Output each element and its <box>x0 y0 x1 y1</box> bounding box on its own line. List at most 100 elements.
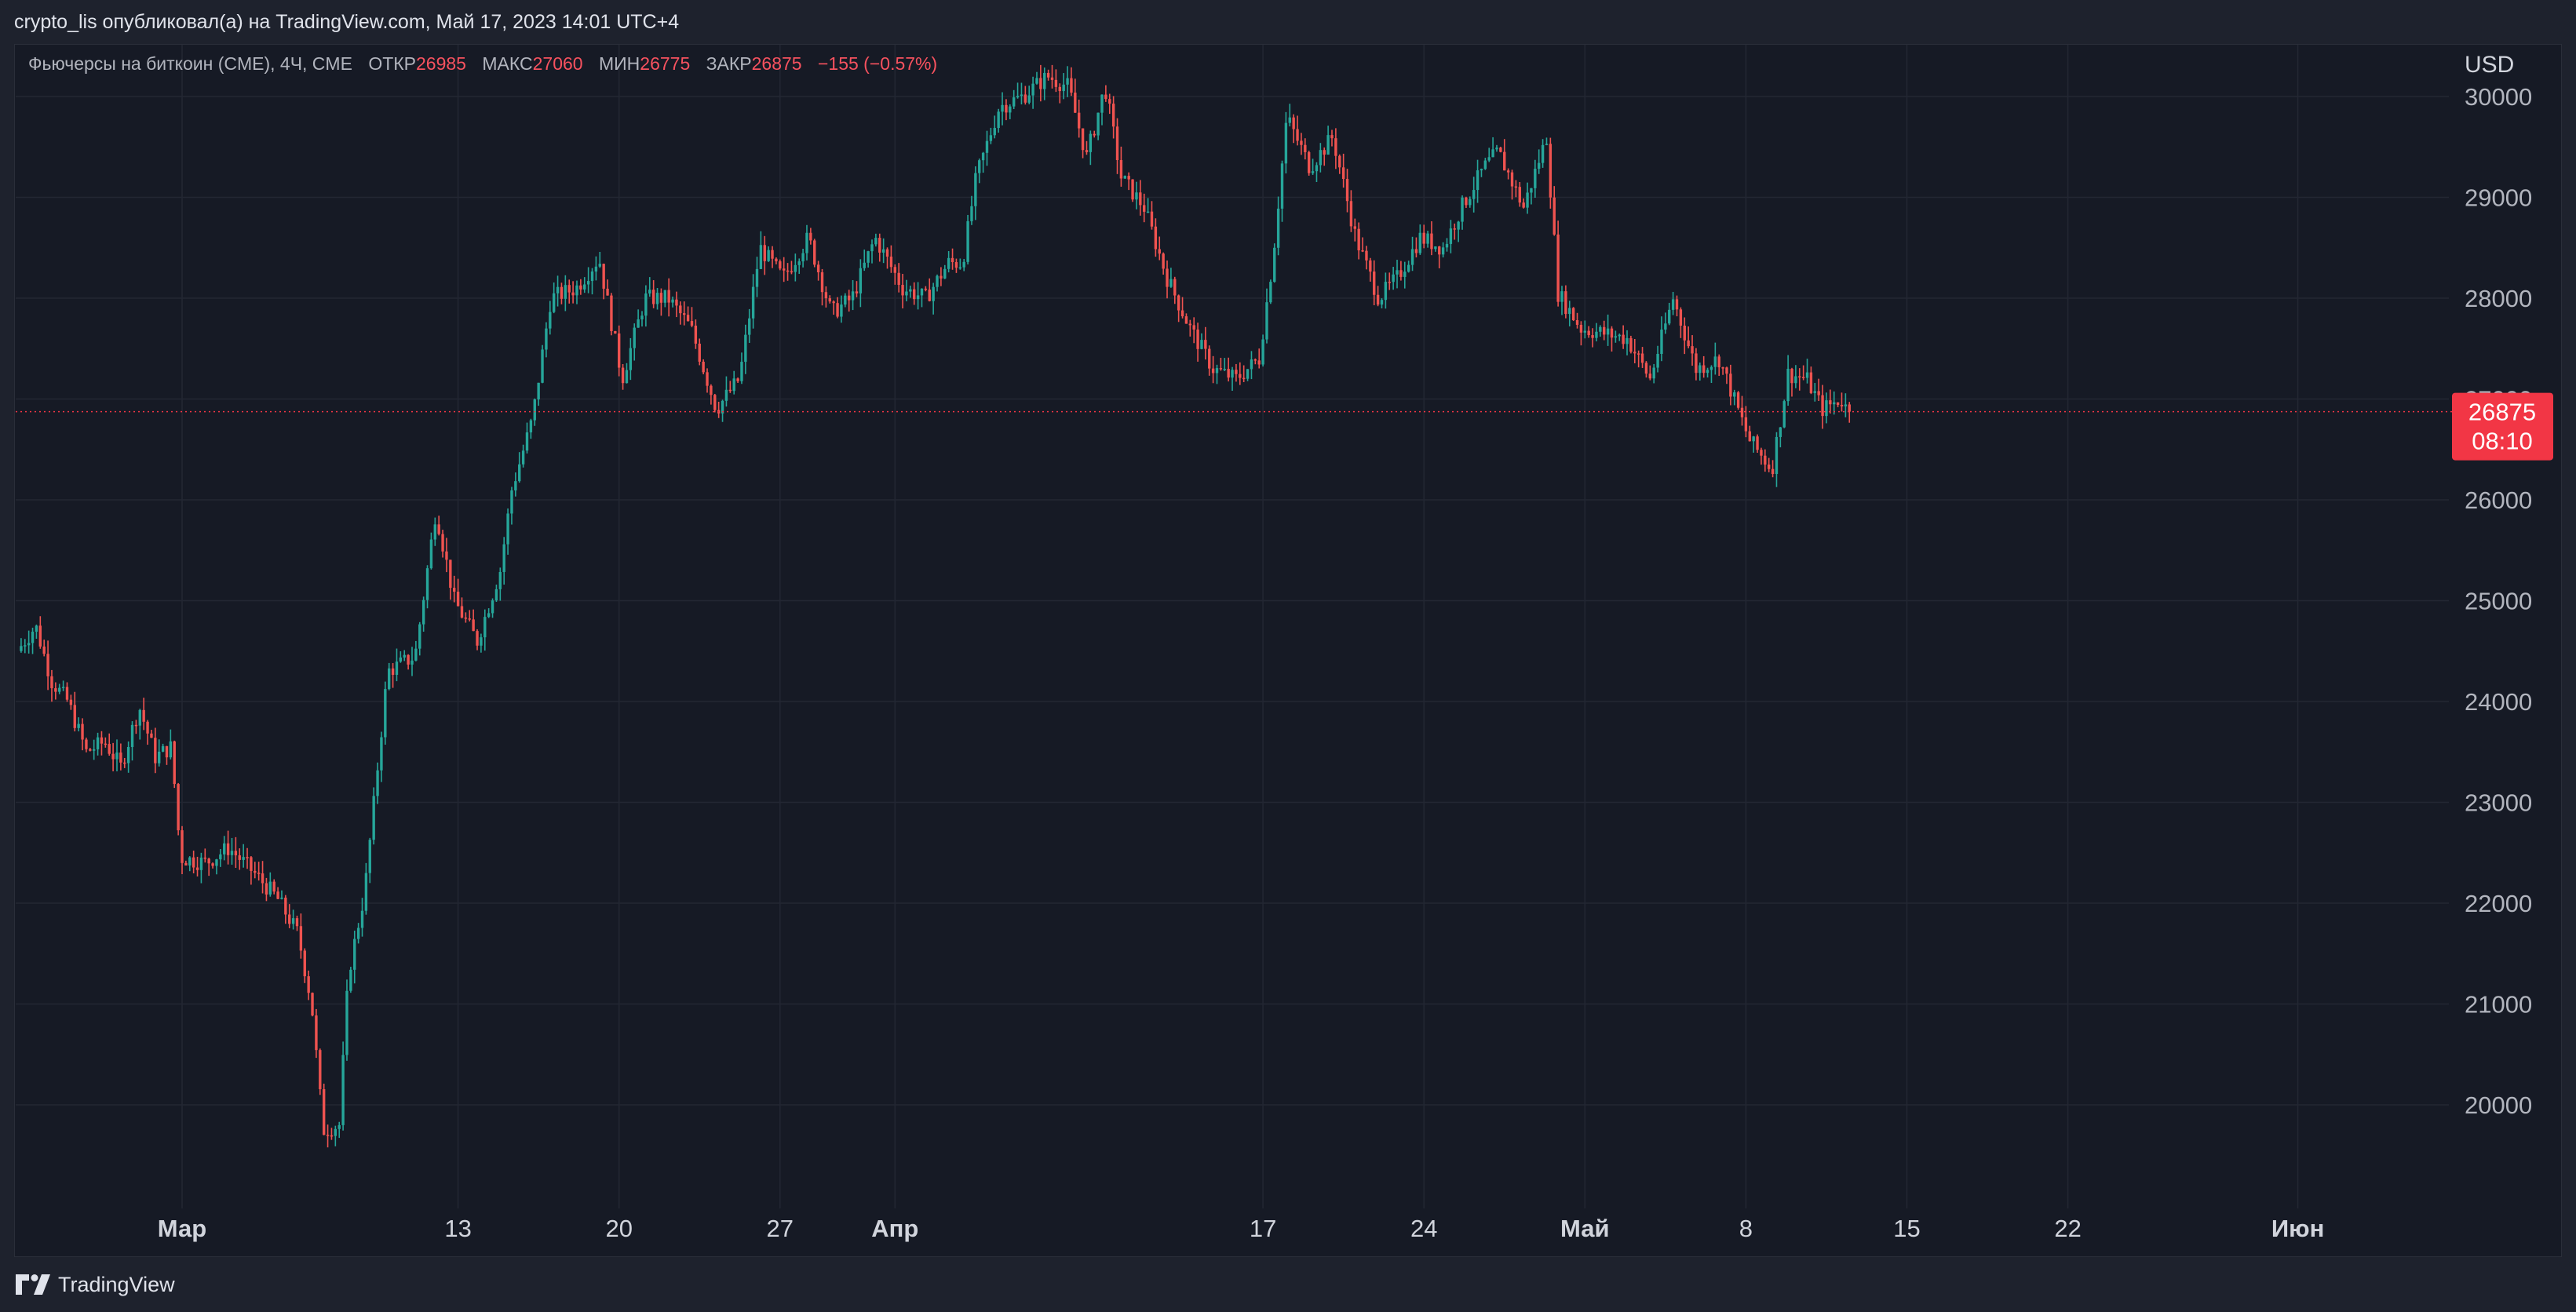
candle-body <box>583 284 586 290</box>
candle-body <box>1039 78 1042 89</box>
candle-body <box>1760 450 1763 456</box>
candle-body <box>24 645 27 647</box>
candle-body <box>1357 228 1360 251</box>
bottom-bar <box>0 1257 2576 1312</box>
candle-body <box>978 160 981 173</box>
candle-body <box>181 830 184 863</box>
candle-body <box>20 646 23 651</box>
candle-body <box>993 128 996 136</box>
candle-body <box>813 240 816 265</box>
candle-body <box>909 289 912 292</box>
candle-body <box>1308 151 1311 173</box>
candle-body <box>65 687 69 700</box>
candle-body <box>713 395 717 410</box>
candle-body <box>395 661 399 675</box>
candle-body <box>491 600 494 614</box>
candle-body <box>1606 328 1610 335</box>
candle-body <box>637 319 640 328</box>
candle-body <box>58 687 61 692</box>
chart-frame[interactable] <box>14 44 2562 1257</box>
candle-body <box>1426 233 1429 244</box>
y-tick-label: 22000 <box>2465 890 2532 917</box>
currency-label[interactable]: USD <box>2465 52 2515 78</box>
candle-body <box>1441 247 1445 255</box>
candle-body <box>874 238 878 245</box>
candle-body <box>1449 228 1453 244</box>
candle-body <box>1304 144 1307 152</box>
candle-body <box>1817 391 1820 395</box>
candle-body <box>1215 368 1219 374</box>
candle-body <box>1005 104 1008 113</box>
candle-body <box>1706 370 1709 374</box>
candle-body <box>242 857 245 860</box>
candle-body <box>1388 282 1391 283</box>
candle-body <box>1779 427 1782 437</box>
candle-body <box>1253 359 1257 361</box>
candle-body <box>464 618 468 619</box>
candle-body <box>1315 165 1319 172</box>
candle-body <box>1311 171 1315 173</box>
candle-body <box>1046 72 1050 78</box>
candle-body <box>1410 249 1414 265</box>
candle-body <box>1813 391 1816 393</box>
candle-body <box>1150 211 1154 227</box>
candle-body <box>848 295 851 301</box>
tradingview-logo-icon <box>16 1274 50 1295</box>
open-label: ОТКР <box>368 53 416 74</box>
candle-body <box>1844 404 1848 406</box>
candle-body <box>1139 192 1142 206</box>
candle-body <box>832 301 835 304</box>
candle-body <box>311 993 314 1016</box>
candle-body <box>1587 330 1590 336</box>
candle-body <box>759 245 763 269</box>
y-tick-label: 29000 <box>2465 184 2532 212</box>
candle-body <box>230 851 234 855</box>
candle-body <box>35 625 38 632</box>
candle-body <box>372 796 375 840</box>
candle-body <box>878 238 881 253</box>
candle-body <box>981 152 985 161</box>
candle-body <box>1334 138 1337 156</box>
candle-body <box>1219 368 1223 370</box>
candle-body <box>130 724 134 747</box>
candle-body <box>1499 148 1502 152</box>
candle-body <box>606 288 609 296</box>
candle-body <box>1414 249 1418 253</box>
candle-body <box>1717 356 1720 368</box>
candle-body <box>1614 336 1618 338</box>
candle-body <box>537 382 540 399</box>
candle-body <box>1349 201 1353 227</box>
top-bar: crypto_lis опубликовал(а) на TradingView… <box>0 0 2576 44</box>
candle-body <box>134 724 138 727</box>
x-tick-label: Апр <box>871 1215 918 1242</box>
candle-body <box>932 286 935 301</box>
candle-body <box>345 990 348 1055</box>
candle-body <box>1376 294 1380 305</box>
candle-body <box>1108 99 1111 104</box>
candle-body <box>594 266 598 272</box>
tradingview-brand[interactable]: TradingView <box>16 1271 175 1298</box>
candle-body <box>1273 247 1276 282</box>
candle-body <box>1534 169 1537 188</box>
candle-body <box>472 619 475 632</box>
candle-body <box>1196 329 1199 349</box>
candle-body <box>1469 199 1472 206</box>
candle-body <box>1338 155 1341 168</box>
candle-body <box>307 976 310 993</box>
symbol-legend[interactable]: Фьючерсы на биткоин (CME), 4Ч, CME ОТКР2… <box>28 53 937 75</box>
candle-body <box>679 305 682 314</box>
x-tick-label: Май <box>1560 1215 1610 1242</box>
candle-body <box>1396 270 1399 275</box>
candle-body <box>820 272 824 293</box>
candle-body <box>1438 246 1441 255</box>
candle-body <box>1633 352 1636 354</box>
close-value: 26875 <box>751 53 802 74</box>
candle-body <box>1790 368 1793 384</box>
candle-body <box>1231 370 1234 378</box>
candle-body <box>590 271 594 282</box>
candle-body <box>586 281 590 285</box>
candle-body <box>126 746 130 764</box>
candle-body <box>782 268 786 271</box>
candle-body <box>1208 348 1211 369</box>
